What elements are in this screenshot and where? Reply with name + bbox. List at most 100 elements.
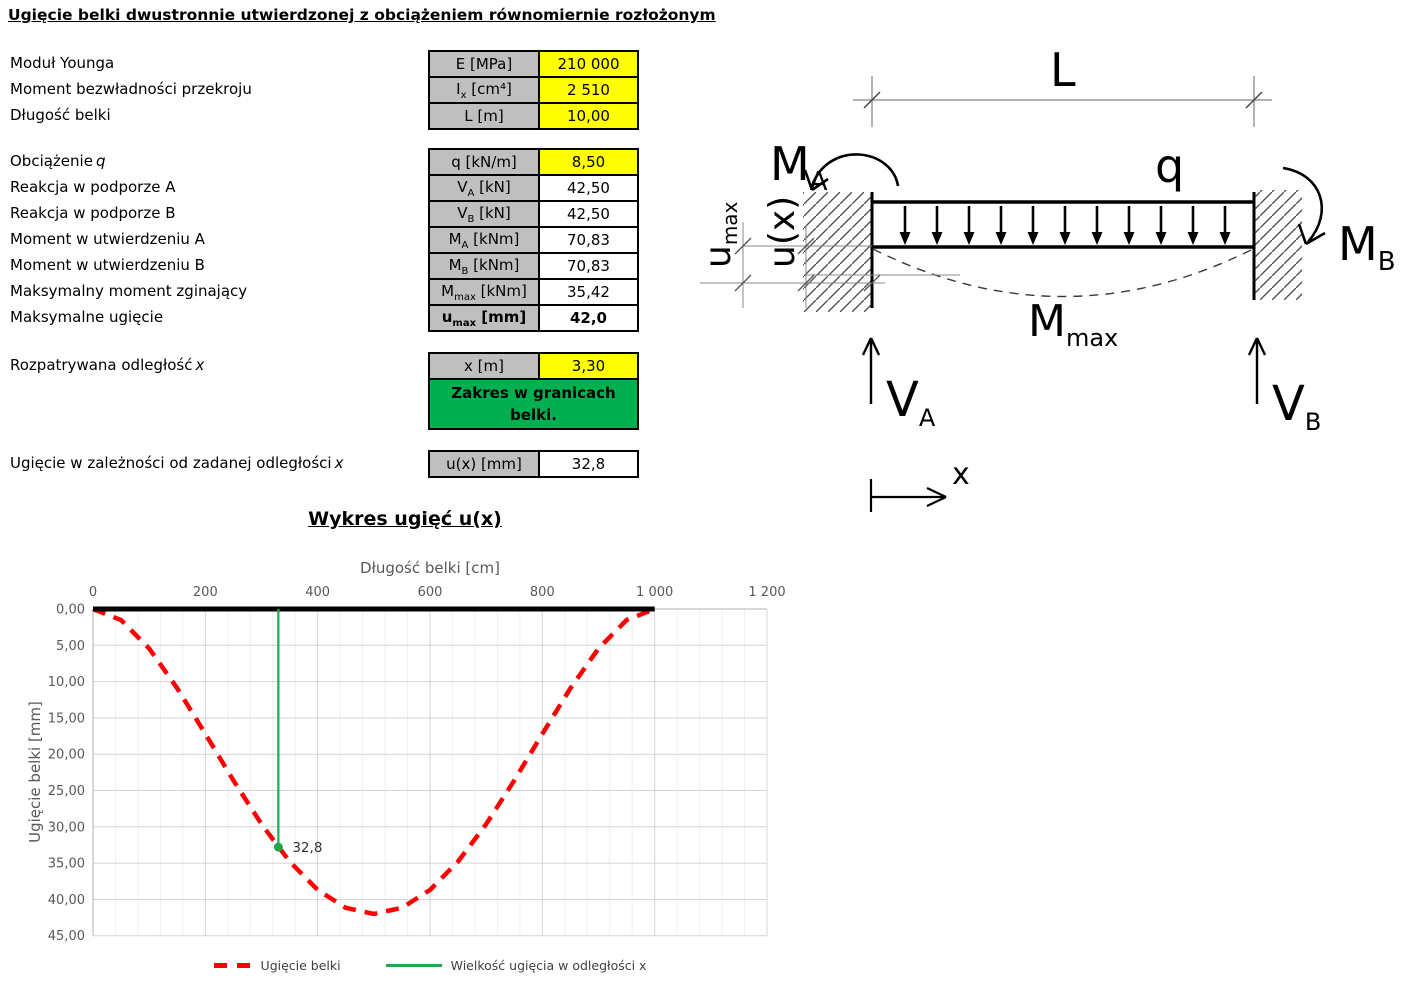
right-support-hatch bbox=[1254, 190, 1302, 300]
svg-text:40,00: 40,00 bbox=[48, 893, 85, 908]
param-cell: MB [kNm] bbox=[428, 252, 540, 280]
x-axis-tick-labels: 0 200 400 600 800 1 000 1 200 bbox=[89, 585, 786, 600]
label-Mmax: Mmax bbox=[1028, 296, 1118, 352]
value-cell: 35,42 bbox=[538, 278, 639, 306]
table-row: MB [kNm] 70,83 bbox=[428, 252, 639, 280]
table-row: Ix [cm⁴] 2 510 bbox=[428, 76, 639, 104]
param-cell: VB [kN] bbox=[428, 200, 540, 228]
x-axis-title: Długość belki [cm] bbox=[360, 559, 500, 577]
red-dashed-line-icon bbox=[213, 963, 252, 968]
label-VB: VB bbox=[1272, 376, 1321, 436]
chart-title: Wykres ugięć u(x) bbox=[308, 508, 502, 530]
parameter-table: E [MPa] 210 000 Ix [cm⁴] 2 510 L [m] 10,00 bbox=[428, 50, 639, 130]
row-label: Obciążenie q bbox=[10, 152, 106, 170]
row-label: Moment w utwierdzeniu A bbox=[10, 230, 205, 248]
svg-text:1 200: 1 200 bbox=[748, 585, 785, 600]
row-label: Maksymalny moment zginający bbox=[10, 282, 248, 300]
param-cell: q [kN/m] bbox=[428, 148, 540, 176]
value-cell: 70,83 bbox=[538, 252, 639, 280]
row-label: Moment bezwładności przekroju bbox=[10, 80, 252, 98]
x-axis-arrow bbox=[869, 479, 947, 512]
table-row: L [m] 10,00 bbox=[428, 102, 639, 130]
svg-text:1 000: 1 000 bbox=[636, 585, 673, 600]
row-label: Reakcja w podporze A bbox=[10, 178, 176, 196]
value-cell[interactable]: 10,00 bbox=[538, 102, 639, 130]
range-check-note: Zakres w granicach belki. bbox=[428, 378, 639, 430]
svg-text:15,00: 15,00 bbox=[48, 711, 85, 726]
moment-arrow-MA bbox=[803, 153, 900, 192]
svg-text:0,00: 0,00 bbox=[56, 603, 85, 618]
chart-series bbox=[92, 606, 656, 917]
label-L: L bbox=[1050, 43, 1076, 97]
row-label: Moment w utwierdzeniu B bbox=[10, 256, 205, 274]
label-VA: VA bbox=[886, 372, 936, 432]
note-row: Zakres w granicach belki. bbox=[428, 378, 639, 430]
param-cell: VA [kN] bbox=[428, 174, 540, 202]
deflection-curve bbox=[872, 248, 1254, 298]
table-row: VA [kN] 42,50 bbox=[428, 174, 639, 202]
table-row: E [MPa] 210 000 bbox=[428, 50, 639, 78]
value-cell: 42,0 bbox=[538, 304, 639, 332]
legend-label: Ugięcie belki bbox=[260, 958, 341, 973]
table-row: MA [kNm] 70,83 bbox=[428, 226, 639, 254]
table-row: Mmax [kNm] 35,42 bbox=[428, 278, 639, 306]
value-cell[interactable]: 2 510 bbox=[538, 76, 639, 104]
svg-text:800: 800 bbox=[530, 585, 555, 600]
value-cell: 42,50 bbox=[538, 200, 639, 228]
svg-text:600: 600 bbox=[418, 585, 443, 600]
label-MB: MB bbox=[1338, 217, 1396, 277]
param-cell: u(x) [mm] bbox=[428, 450, 540, 478]
label-MA: MA bbox=[770, 137, 828, 197]
param-cell: Mmax [kNm] bbox=[428, 278, 540, 306]
param-cell: x [m] bbox=[428, 352, 540, 380]
table-row: VB [kN] 42,50 bbox=[428, 200, 639, 228]
svg-text:30,00: 30,00 bbox=[48, 820, 85, 835]
svg-text:20,00: 20,00 bbox=[48, 748, 85, 763]
deflection-chart: 0 200 400 600 800 1 000 1 200 0,00 5,00 10,00 15,… bbox=[26, 559, 786, 945]
svg-text:10,00: 10,00 bbox=[48, 675, 85, 690]
legend-item-deflection: Ugięcie belki bbox=[213, 958, 341, 973]
param-cell: umax [mm] bbox=[428, 304, 540, 332]
svg-text:5,00: 5,00 bbox=[56, 639, 85, 654]
table-row: q [kN/m] 8,50 bbox=[428, 148, 639, 176]
beam-diagram: L q MA MB Mmax bbox=[698, 43, 1396, 512]
row-label: Rozpatrywana odległość x bbox=[10, 356, 205, 374]
svg-text:25,00: 25,00 bbox=[48, 784, 85, 799]
row-label: Moduł Younga bbox=[10, 54, 115, 72]
svg-text:45,00: 45,00 bbox=[48, 929, 85, 944]
legend-label: Wielkość ugięcia w odległości x bbox=[450, 958, 647, 973]
left-support-hatch bbox=[803, 192, 872, 312]
row-label: Reakcja w podporze B bbox=[10, 204, 176, 222]
green-line-icon bbox=[385, 964, 442, 967]
point-value-label: 32,8 bbox=[292, 840, 322, 856]
y-axis-tick-labels: 0,00 5,00 10,00 15,00 20,00 25,00 30,00 35,00 40… bbox=[48, 603, 85, 945]
dimension-line-L bbox=[853, 76, 1272, 127]
value-cell[interactable]: 8,50 bbox=[538, 148, 639, 176]
row-label: Długość belki bbox=[10, 106, 111, 124]
value-cell: 32,8 bbox=[538, 450, 639, 478]
value-cell[interactable]: 210 000 bbox=[538, 50, 639, 78]
label-q: q bbox=[1155, 139, 1184, 193]
param-cell: MA [kNm] bbox=[428, 226, 540, 254]
label-x-axis: x bbox=[952, 457, 970, 492]
reaction-arrow-VB bbox=[1247, 337, 1267, 404]
distributed-load-arrows bbox=[899, 206, 1231, 245]
svg-text:200: 200 bbox=[193, 585, 218, 600]
value-cell: 42,50 bbox=[538, 174, 639, 202]
chart-gridlines bbox=[92, 608, 768, 937]
param-cell: E [MPa] bbox=[428, 50, 540, 78]
parameter-table: u(x) [mm] 32,8 bbox=[428, 450, 639, 478]
param-cell: L [m] bbox=[428, 102, 540, 130]
svg-text:0: 0 bbox=[89, 585, 97, 600]
param-cell: Ix [cm⁴] bbox=[428, 76, 540, 104]
label-umax: umax bbox=[698, 201, 742, 268]
value-cell[interactable]: 3,30 bbox=[538, 352, 639, 380]
row-label: Ugięcie w zależności od zadanej odległoś… bbox=[10, 454, 344, 472]
parameter-table: q [kN/m] 8,50 VA [kN] 42,50 VB [kN] 42,50 MA [… bbox=[428, 148, 639, 332]
table-row: x [m] 3,30 bbox=[428, 352, 639, 380]
table-row: umax [mm] 42,0 bbox=[428, 304, 639, 332]
page-title: Ugięcie belki dwustronnie utwierdzonej z… bbox=[8, 6, 716, 24]
moment-arrow-MB bbox=[1282, 166, 1326, 246]
label-ux: u(x) bbox=[762, 196, 803, 268]
